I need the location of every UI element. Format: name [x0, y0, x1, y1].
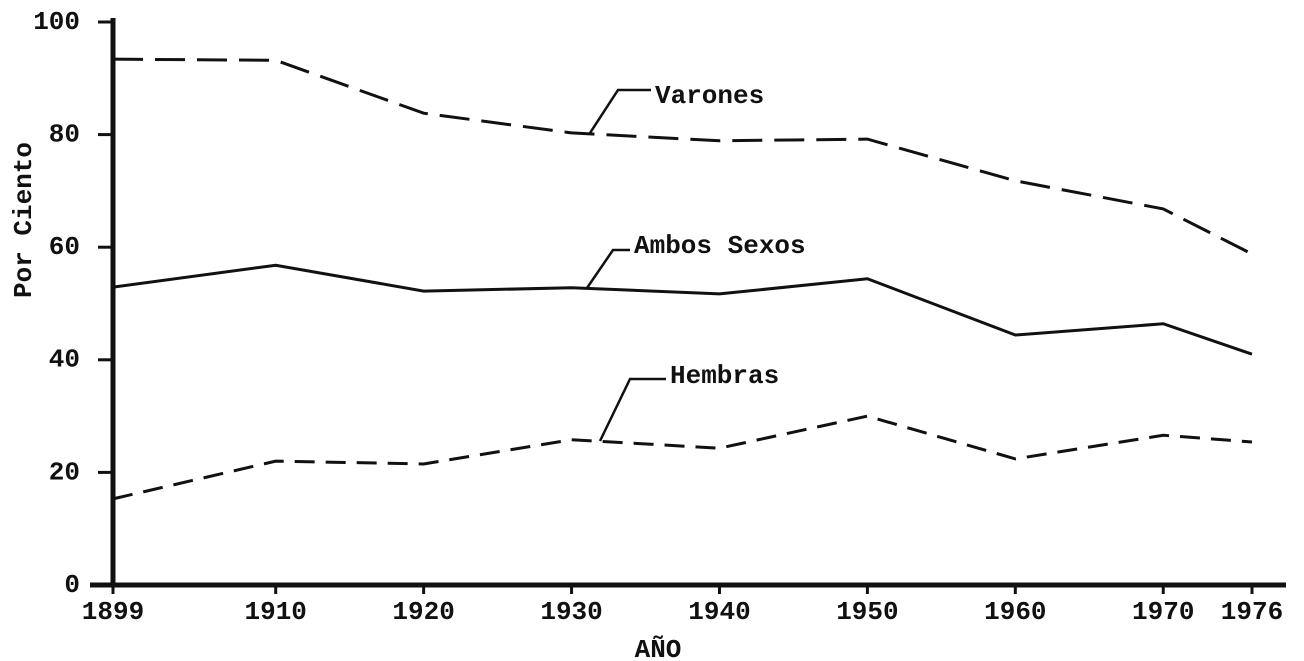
- label-leader: [598, 377, 666, 442]
- x-tick-label: 1970: [1132, 597, 1194, 627]
- series-line: [112, 263, 1253, 356]
- y-tick-label: 100: [33, 7, 80, 37]
- y-axis-label: Por Ciento: [9, 142, 39, 298]
- series-line: [112, 57, 1253, 256]
- x-tick-label: 1976: [1221, 597, 1283, 627]
- label-leader: [588, 88, 651, 134]
- y-tick-label: 20: [49, 457, 80, 487]
- y-tick-label: 60: [49, 232, 80, 262]
- x-tick-label: 1930: [540, 597, 602, 627]
- y-tick-label: 80: [49, 119, 80, 149]
- x-tick-label: 1920: [392, 597, 454, 627]
- x-tick-label: 1910: [245, 597, 307, 627]
- label-leader: [585, 248, 630, 289]
- x-tick-label: 1899: [82, 597, 144, 627]
- x-tick-label: 1960: [984, 597, 1046, 627]
- x-tick-label: 1940: [688, 597, 750, 627]
- x-axis-label: AÑO: [635, 635, 682, 661]
- series-line: [112, 414, 1253, 501]
- y-tick-label: 40: [49, 345, 80, 375]
- y-tick-label: 0: [64, 570, 80, 600]
- x-tick-label: 1950: [836, 597, 898, 627]
- series-label: Varones: [655, 81, 764, 111]
- series-label: Ambos Sexos: [634, 231, 806, 261]
- series-label: Hembras: [670, 361, 779, 391]
